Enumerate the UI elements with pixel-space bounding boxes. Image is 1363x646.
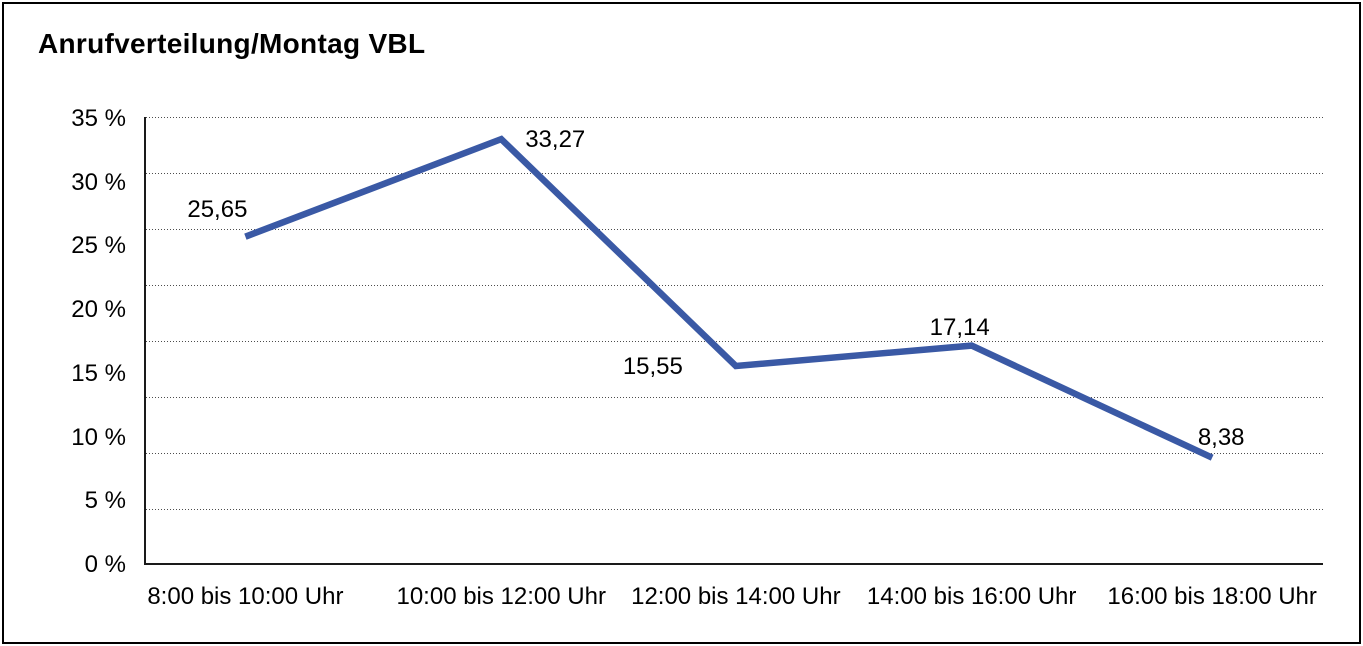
- grid-line: [146, 341, 1323, 342]
- point-value-label: 8,38: [1197, 423, 1245, 451]
- grid-line: [146, 509, 1323, 510]
- y-tick-label: 10 %: [71, 423, 126, 451]
- y-axis-labels: 35 % 30 % 25 % 20 % 15 % 10 % 5 % 0 %: [0, 105, 126, 578]
- point-value-label: 17,14: [929, 313, 990, 341]
- x-category-label: 8:00 bis 10:00 Uhr: [147, 583, 344, 610]
- plot-area: 25,65 33,27 15,55 17,14 8,38: [144, 117, 1323, 565]
- y-axis-line: [144, 117, 146, 565]
- grid-line: [146, 397, 1323, 398]
- y-tick-label: 15 %: [71, 359, 126, 387]
- grid-line: [146, 117, 1323, 118]
- chart-title: Anrufverteilung/Montag VBL: [38, 28, 426, 59]
- x-axis-line: [144, 563, 1323, 565]
- x-category-label: 16:00 bis 18:00 Uhr: [1107, 583, 1317, 610]
- y-tick-label: 25 %: [71, 232, 126, 260]
- point-value-label: 15,55: [622, 352, 683, 380]
- x-category-label: 12:00 bis 14:00 Uhr: [631, 583, 841, 610]
- grid-line: [146, 285, 1323, 286]
- grid-line: [146, 453, 1323, 454]
- y-tick-label: 30 %: [71, 168, 126, 196]
- grid-line: [146, 229, 1323, 230]
- y-tick-label: 0 %: [84, 551, 126, 578]
- y-tick-label: 20 %: [71, 296, 126, 324]
- grid-line: [146, 173, 1323, 174]
- x-category-label: 10:00 bis 12:00 Uhr: [396, 583, 606, 610]
- y-tick-label: 35 %: [71, 105, 126, 132]
- x-category-label: 14:00 bis 16:00 Uhr: [866, 583, 1077, 610]
- series-line: [244, 135, 1214, 461]
- point-value-label: 25,65: [187, 195, 248, 223]
- y-tick-label: 5 %: [84, 487, 126, 515]
- point-value-label: 33,27: [525, 126, 586, 154]
- series-line-svg: [244, 135, 1214, 461]
- x-axis-labels: 8:00 bis 10:00 Uhr 10:00 bis 12:00 Uhr 12:…: [144, 582, 1323, 612]
